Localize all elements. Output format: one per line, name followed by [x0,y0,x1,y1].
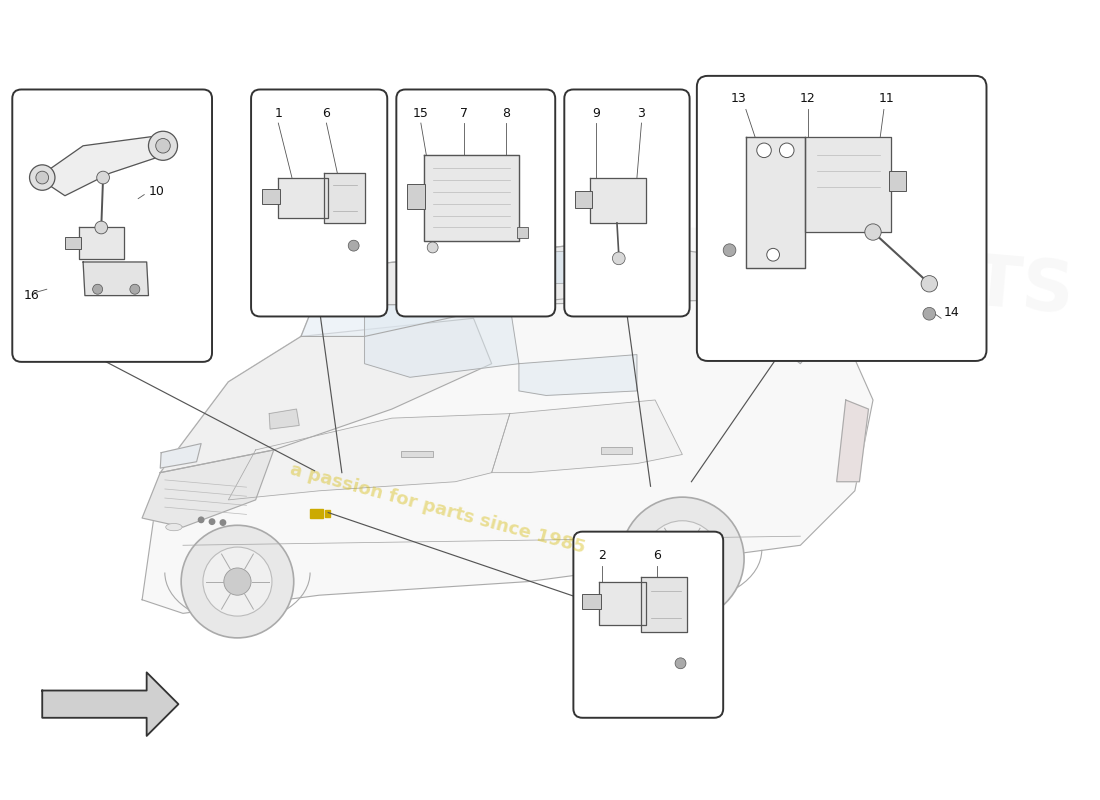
Circle shape [182,526,294,638]
Polygon shape [364,305,519,378]
Text: 13: 13 [730,92,747,105]
Text: 7: 7 [461,106,469,120]
Circle shape [921,276,937,292]
Circle shape [130,284,140,294]
Polygon shape [424,155,519,241]
Bar [65,237,81,250]
Circle shape [349,240,359,251]
Ellipse shape [166,523,183,530]
Text: 15: 15 [412,106,429,120]
Polygon shape [590,178,646,223]
Text: 12: 12 [800,92,815,105]
Circle shape [865,224,881,240]
Circle shape [202,547,272,616]
Bar [310,509,322,518]
Polygon shape [42,672,178,736]
Text: 2: 2 [598,549,606,562]
Circle shape [92,284,102,294]
Circle shape [645,521,720,597]
Polygon shape [598,582,646,625]
Polygon shape [270,409,299,429]
Text: 6: 6 [322,106,330,120]
Bar [601,447,632,454]
Circle shape [923,307,936,320]
Bar [262,190,280,204]
Polygon shape [301,241,637,337]
Text: 14: 14 [944,306,959,319]
Bar [583,594,601,609]
Text: 6: 6 [653,549,661,562]
Polygon shape [492,400,682,473]
Circle shape [620,497,744,621]
Polygon shape [84,262,148,295]
FancyBboxPatch shape [573,532,723,718]
Circle shape [757,143,771,158]
Circle shape [97,171,109,184]
Polygon shape [142,241,873,614]
Bar [407,184,426,210]
Circle shape [36,171,48,184]
Text: a passion for parts since 1985: a passion for parts since 1985 [287,461,586,557]
Circle shape [613,252,625,265]
Bar [324,510,330,517]
Text: 2UTOPARTS: 2UTOPARTS [597,218,1077,328]
FancyBboxPatch shape [12,90,212,362]
Circle shape [427,242,438,253]
Polygon shape [428,250,592,290]
Circle shape [156,138,170,153]
Text: 3: 3 [638,106,646,120]
Bar [889,171,905,191]
Circle shape [95,221,108,234]
Polygon shape [328,241,746,305]
FancyBboxPatch shape [564,90,690,317]
Bar [575,191,592,207]
Polygon shape [519,354,637,395]
Bar [400,451,432,457]
Polygon shape [229,414,509,500]
Polygon shape [837,400,869,482]
Bar [499,290,508,297]
Polygon shape [718,259,837,364]
Polygon shape [746,137,805,268]
Circle shape [209,519,214,524]
Polygon shape [161,318,492,473]
Circle shape [220,520,225,526]
Text: 10: 10 [148,185,164,198]
Circle shape [668,544,697,574]
Circle shape [198,517,204,522]
Circle shape [723,244,736,257]
Circle shape [30,165,55,190]
Circle shape [780,143,794,158]
FancyBboxPatch shape [396,90,556,317]
Circle shape [767,248,780,261]
Circle shape [223,568,251,595]
FancyBboxPatch shape [697,76,987,361]
Text: 16: 16 [24,289,40,302]
Polygon shape [161,443,201,468]
Polygon shape [805,137,891,232]
Polygon shape [142,450,274,527]
FancyBboxPatch shape [251,90,387,317]
Text: 8: 8 [503,106,510,120]
Circle shape [148,131,177,160]
Text: 1: 1 [274,106,283,120]
Text: 11: 11 [879,92,894,105]
Circle shape [675,658,686,669]
Polygon shape [641,577,686,631]
Polygon shape [37,137,165,196]
Text: 9: 9 [592,106,600,120]
Polygon shape [323,173,364,223]
Bar [517,227,528,238]
Polygon shape [78,227,124,259]
Polygon shape [278,178,328,218]
